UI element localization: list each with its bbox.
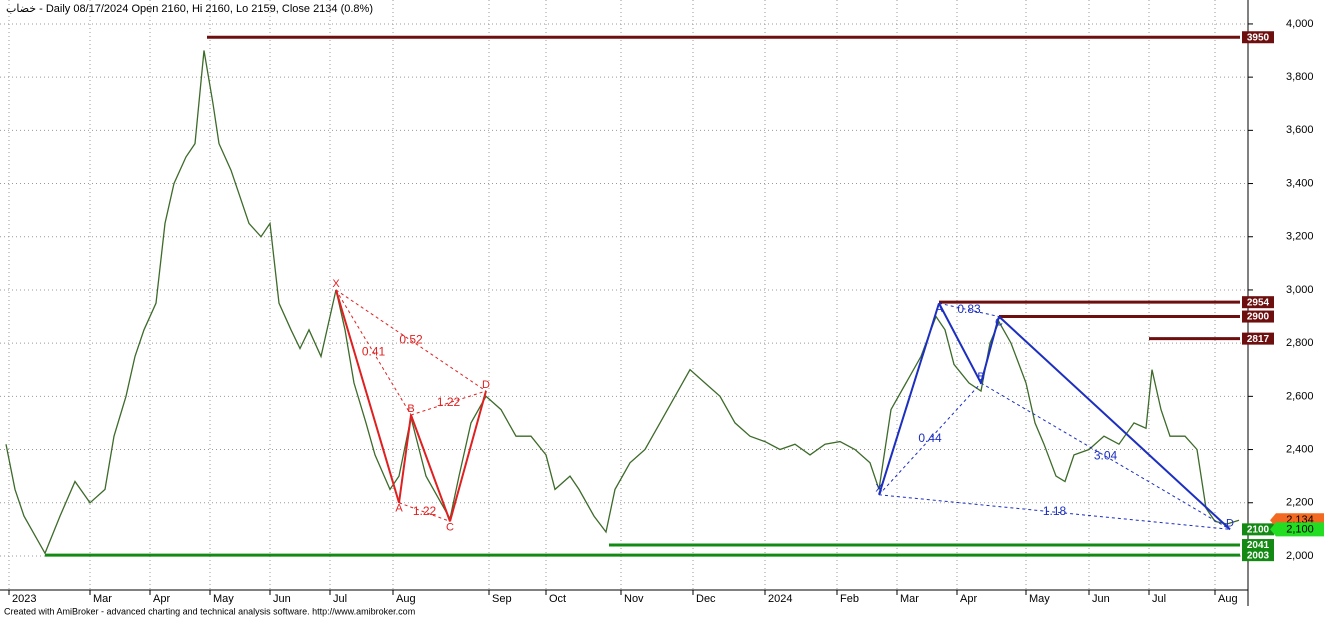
y-tick-label: 2,200 (1286, 497, 1314, 509)
y-tick-label: 2,600 (1286, 390, 1314, 402)
pattern-point-label: B (977, 371, 984, 383)
y-tick-label: 4,000 (1286, 18, 1314, 30)
pattern-ratio-line (410, 390, 487, 416)
pattern-ratio-line (335, 289, 412, 416)
x-tick-label: Nov (624, 593, 644, 605)
pattern-leg (980, 316, 1000, 384)
pattern-point-label: D (482, 379, 490, 391)
pattern-point-label: X (332, 278, 340, 290)
x-tick-label: Apr (153, 593, 170, 605)
x-tick-label: Jun (273, 593, 291, 605)
level-label: 3950 (1247, 32, 1270, 43)
pattern-leg (410, 414, 451, 522)
x-tick-label: Feb (840, 593, 859, 605)
pattern-ratio-line (878, 494, 1231, 530)
level-tag (1242, 31, 1274, 44)
price-tag (1270, 522, 1324, 537)
chart-title: خضاب - Daily 08/17/2024 Open 2160, Hi 21… (6, 3, 373, 15)
pattern-ratio: 0.83 (957, 302, 981, 316)
x-tick-label: May (1029, 593, 1050, 605)
x-tick-label: Sep (492, 593, 512, 605)
pattern-leg (398, 414, 412, 503)
footer: Created with AmiBroker - advanced charti… (4, 606, 415, 616)
pattern-point-label: C (995, 316, 1003, 328)
pattern-point-label: A (935, 303, 943, 315)
y-tick-label: 3,200 (1286, 231, 1314, 243)
x-tick-label: Oct (549, 593, 566, 605)
level-tag (1242, 539, 1274, 552)
level-tag (1242, 549, 1274, 562)
pattern-leg (998, 315, 1231, 531)
level-tag (1242, 310, 1274, 323)
x-tick-label: May (213, 593, 234, 605)
x-tick-label: 2023 (12, 593, 36, 605)
pattern-point-label: B (407, 403, 414, 415)
y-tick-label: 3,000 (1286, 284, 1314, 296)
level-tag (1242, 332, 1274, 345)
level-label: 2003 (1247, 550, 1270, 561)
level-tag (1242, 523, 1274, 536)
x-tick-label: Jul (333, 593, 347, 605)
x-tick-label: Mar (93, 593, 112, 605)
pattern-leg (335, 289, 400, 504)
level-tag (1242, 296, 1274, 309)
pattern-ratio-line (980, 382, 1231, 530)
pattern-point-label: X (875, 483, 883, 495)
x-tick-label: Apr (960, 593, 977, 605)
pattern-ratio: 1.18 (1043, 504, 1067, 518)
level-label: 2900 (1247, 312, 1270, 323)
x-tick-label: Dec (696, 593, 716, 605)
pattern-ratio-line (878, 382, 982, 496)
y-tick-label: 2,000 (1286, 550, 1314, 562)
y-tick-label: 3,400 (1286, 177, 1314, 189)
x-tick-label: Jun (1092, 593, 1110, 605)
x-tick-label: Mar (900, 593, 919, 605)
pattern-leg (878, 302, 940, 496)
level-label: 2817 (1247, 334, 1270, 345)
price-label: 2,100 (1286, 523, 1314, 535)
x-tick-label: Aug (396, 593, 416, 605)
level-label: 2100 (1247, 524, 1270, 535)
pattern-leg (938, 302, 982, 384)
pattern-ratio: 0.44 (918, 431, 942, 445)
pattern-leg (449, 390, 487, 522)
price-line (5, 50, 1240, 555)
level-label: 2954 (1247, 297, 1270, 308)
pattern-point-label: D (1226, 517, 1234, 529)
pattern-ratio-line (335, 289, 487, 392)
pattern-ratio: 0.52 (399, 333, 423, 347)
y-tick-label: 2,800 (1286, 337, 1314, 349)
pattern-ratio-line (938, 302, 1000, 318)
pattern-ratio: 0.41 (362, 345, 386, 359)
pattern-ratio: 3.04 (1094, 448, 1118, 462)
pattern-point-label: A (395, 503, 403, 515)
y-tick-label: 3,800 (1286, 71, 1314, 83)
y-tick-label: 2,400 (1286, 443, 1314, 455)
x-tick-label: Jul (1152, 593, 1166, 605)
level-label: 2041 (1247, 540, 1270, 551)
x-tick-label: Aug (1218, 593, 1238, 605)
x-tick-label: 2024 (768, 593, 792, 605)
pattern-point-label: C (446, 521, 454, 533)
pattern-ratio: 1.22 (413, 504, 437, 518)
y-tick-label: 3,600 (1286, 124, 1314, 136)
pattern-ratio: 1.22 (437, 395, 461, 409)
